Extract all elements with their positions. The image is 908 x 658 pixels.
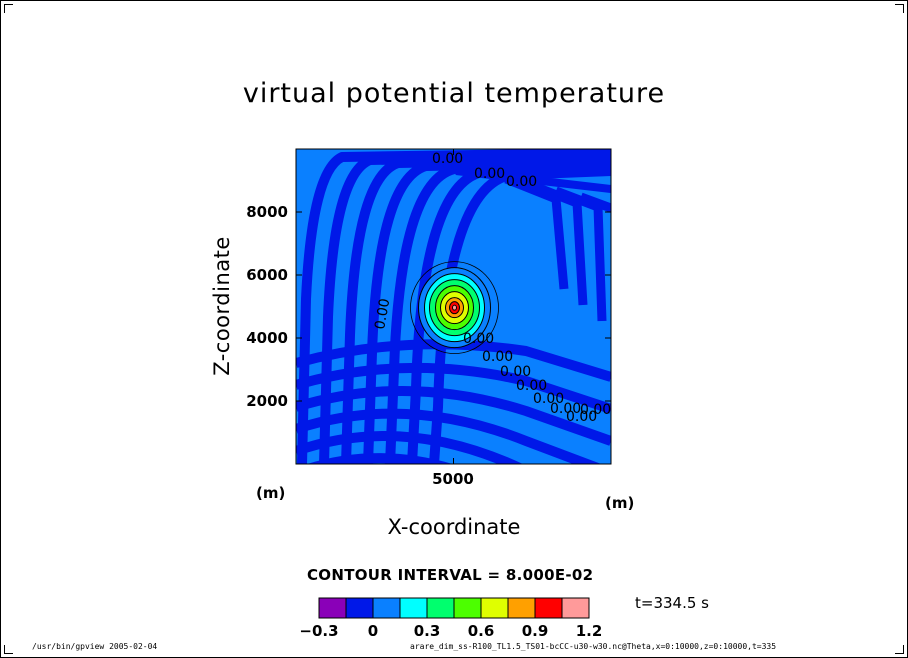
y-unit-label: (m) <box>256 484 286 502</box>
colorbar-tick-label: −0.3 <box>299 622 339 640</box>
contour-line <box>410 261 499 355</box>
thermal-bubble <box>410 261 499 355</box>
contour-label: 0.00 <box>580 402 611 418</box>
contour-band <box>296 431 523 464</box>
corner-mark-top-left <box>4 4 13 13</box>
colorbar-swatch <box>534 597 563 619</box>
y-tick-label: 2000 <box>246 392 288 410</box>
y-axis-label: Z-coordinate <box>210 236 234 376</box>
y-tick-label: 8000 <box>246 203 288 221</box>
contour-label: 0.00 <box>432 151 463 167</box>
plot-area: 0.000.00 0.000.000.000.000.000.000.000.00… <box>296 149 611 464</box>
colorbar <box>318 597 590 619</box>
footer-right: arare_dim_ss-R100_TL1.5_TS01-bcCC-u30-w3… <box>410 642 777 651</box>
corner-mark-bottom-right <box>895 645 904 654</box>
contour-label: 0.00 <box>550 401 581 417</box>
contour-band <box>296 408 602 464</box>
contour-labels: 0.000.00 0.000.000.000.000.000.000.000.00… <box>372 151 611 425</box>
contour-band <box>307 453 453 464</box>
x-unit-label: (m) <box>605 494 635 512</box>
contour-band <box>296 362 611 414</box>
contour-label: 0.00 <box>463 331 494 347</box>
colorbar-swatch <box>345 597 374 619</box>
contour-label: 0.00 <box>482 349 513 365</box>
contour-band <box>341 154 611 464</box>
contour-label: 0.00 <box>506 174 537 190</box>
x-axis-label: X-coordinate <box>0 515 908 539</box>
contour-band <box>296 386 611 446</box>
y-tick-label: 4000 <box>246 329 288 347</box>
contour-label: 0.00 <box>474 166 505 182</box>
colorbar-swatch <box>372 597 401 619</box>
contour-interval-label: CONTOUR INTERVAL = 8.000E-02 <box>307 566 594 584</box>
footer-left: /usr/bin/gpview 2005-02-04 <box>32 642 158 651</box>
corner-mark-bottom-left <box>4 645 13 654</box>
contour-band <box>297 149 611 464</box>
colorbar-tick-label: 1.2 <box>575 622 603 640</box>
contour-bands <box>296 149 611 464</box>
chart-title: virtual potential temperature <box>242 78 666 109</box>
colorbar-tick-label: 0.6 <box>467 622 495 640</box>
axis-ticks <box>296 149 611 464</box>
x-axis-label-text: X-coordinate <box>387 515 521 539</box>
contour-band <box>363 157 611 464</box>
contour-label: 0.00 <box>566 409 597 425</box>
colorbar-swatch <box>507 597 536 619</box>
colorbar-swatch <box>480 597 509 619</box>
colorbar-swatch <box>426 597 455 619</box>
colorbar-tick-label: 0.9 <box>521 622 549 640</box>
colorbar-tick-label: 0.3 <box>413 622 441 640</box>
colorbar-swatch <box>561 597 590 619</box>
y-tick-label: 6000 <box>246 266 288 284</box>
contour-band <box>579 192 611 213</box>
colorbar-swatch <box>399 597 428 619</box>
contour-label: 0.00 <box>372 297 393 330</box>
contour-band <box>296 339 611 382</box>
colorbar-tick-label: 0 <box>367 622 379 640</box>
colorbar-swatch <box>453 597 482 619</box>
contour-label: 0.00 <box>516 378 547 394</box>
contour-band <box>455 167 611 193</box>
time-label: t=334.5 s <box>635 594 709 612</box>
corner-mark-top-right <box>895 4 904 13</box>
contour-label: 0.00 <box>533 391 564 407</box>
x-tick-label: 5000 <box>432 470 474 488</box>
contour-band <box>319 151 611 464</box>
colorbar-swatch <box>318 597 347 619</box>
contour-ring <box>452 304 457 311</box>
contour-label: 0.00 <box>500 364 531 380</box>
